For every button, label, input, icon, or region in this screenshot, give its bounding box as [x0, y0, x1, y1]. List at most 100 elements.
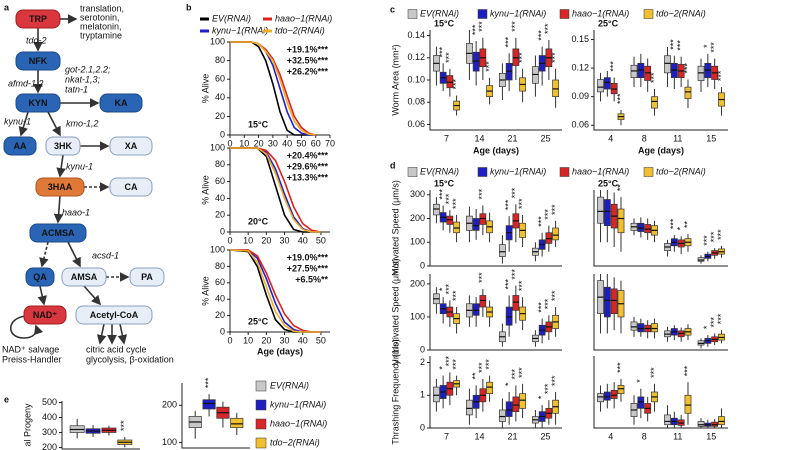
y-tick-label: 60	[215, 74, 225, 84]
legend-label: kynu−1(RNAi)	[270, 399, 326, 409]
significance: ***	[543, 23, 553, 34]
box	[499, 409, 506, 422]
y-tick-label: 0	[220, 326, 225, 336]
y-tick-label: 0	[220, 226, 225, 236]
axis	[429, 30, 562, 131]
x-tick-label: 50	[296, 138, 306, 148]
significance: ***	[517, 52, 527, 63]
significance: ***	[682, 365, 692, 376]
y-tick-label: 0.10	[407, 74, 425, 84]
enzyme-label: acsd-1	[92, 250, 119, 260]
y-tick-label: 20	[215, 210, 225, 220]
pathway-node	[45, 136, 81, 156]
x-tick-label: 30	[268, 138, 278, 148]
axis	[593, 30, 728, 131]
stat-annotation: +19.1%***	[287, 44, 329, 54]
significance: ***	[477, 362, 487, 373]
note: tryptamine	[80, 30, 122, 40]
legend-label: EV(RNAi)	[420, 166, 459, 176]
y-axis-label: al Progeny	[22, 403, 32, 447]
significance: ***	[510, 187, 520, 198]
y-tick-label: 100	[162, 437, 177, 447]
significance: ***	[550, 375, 560, 386]
node-label: ACMSA	[42, 228, 75, 238]
significance: **	[682, 220, 692, 228]
stat-annotation: +32.5%***	[287, 55, 329, 65]
y-tick-label: 100	[210, 142, 225, 152]
node-label: 3HAA	[48, 182, 73, 192]
significance: ***	[537, 302, 547, 313]
box	[664, 414, 671, 426]
legend-label: haao−1(RNAi)	[270, 418, 327, 428]
y-tick-label: 0.12	[571, 62, 589, 72]
x-tick-label: 25	[540, 133, 550, 143]
significance: ***	[477, 272, 487, 283]
enzyme-label: tdo-2	[26, 35, 47, 45]
significance: ***	[517, 198, 527, 209]
survival-line	[229, 249, 321, 333]
box	[466, 399, 473, 416]
panel-label: c	[390, 4, 395, 14]
significance: *	[537, 395, 547, 399]
node-label: PA	[141, 272, 153, 282]
y-tick-label: 100	[410, 237, 425, 247]
significance: ***	[682, 63, 692, 74]
x-tick-label: 20	[254, 138, 264, 148]
significance: ***	[444, 193, 454, 204]
significance: ***	[444, 355, 454, 366]
y-tick-label: 0	[420, 260, 425, 270]
x-tick-label: 7	[444, 133, 449, 143]
box	[637, 323, 645, 333]
y-tick-label: 40	[215, 193, 225, 203]
significance: ***	[716, 229, 726, 240]
enzyme-label: nkat-1,3;	[65, 74, 101, 84]
x-tick-label: 10	[243, 335, 253, 345]
node-label: NFK	[29, 56, 48, 66]
y-tick-label: 0	[420, 422, 425, 432]
legend-label: haao−1(RNAi)	[572, 8, 629, 18]
panel-label: d	[390, 160, 396, 170]
legend-swatch	[407, 167, 418, 177]
y-tick-label: 100	[210, 36, 225, 46]
legend-label: kynu−1(RNAi)	[490, 166, 546, 176]
x-axis-label: Age (days)	[638, 145, 684, 155]
legend-label: haao−1(RNAi)	[275, 13, 332, 23]
y-tick-label: 200	[42, 442, 57, 450]
significance: ***	[550, 290, 560, 301]
panel-title: 25°C	[598, 178, 619, 188]
x-tick-label: 20	[261, 235, 271, 245]
significance: ***	[550, 52, 560, 63]
significance: ***	[649, 367, 659, 378]
significance: ***	[438, 188, 448, 199]
survival-line	[230, 249, 321, 333]
box	[472, 218, 480, 231]
box	[603, 286, 611, 318]
y-tick-label: 2	[420, 357, 425, 367]
significance: ***	[438, 46, 448, 57]
x-axis-label: Age (days)	[257, 346, 303, 356]
enzyme-label: got-2.1,2.2;	[65, 64, 111, 74]
panel-label: e	[4, 394, 9, 404]
node-label: AMSA	[71, 272, 98, 282]
box	[597, 393, 604, 403]
x-tick-label: 21	[507, 431, 517, 441]
significance: ***	[510, 21, 520, 32]
legend-label: tdo−2(RNAi)	[656, 8, 706, 18]
node-label: CA	[125, 182, 138, 192]
note: serotonin,	[80, 12, 120, 22]
x-tick-label: 8	[642, 431, 647, 441]
significance: ***	[444, 283, 454, 294]
legend-label: kynu−1(RNAi)	[490, 8, 546, 18]
significance: ***	[451, 79, 461, 90]
node-label: QA	[33, 272, 47, 282]
y-tick-label: 0.15	[571, 34, 589, 44]
significance: ***	[649, 72, 659, 83]
x-tick-label: 30	[280, 335, 290, 345]
box	[230, 417, 244, 428]
pathway-node	[35, 177, 85, 197]
node-label: TRP	[29, 14, 47, 24]
significance: ***	[504, 199, 514, 210]
y-axis-label: Unmotivated Speed (μm/s)	[390, 258, 400, 365]
y-tick-label: 0	[220, 129, 225, 139]
box	[505, 306, 513, 326]
